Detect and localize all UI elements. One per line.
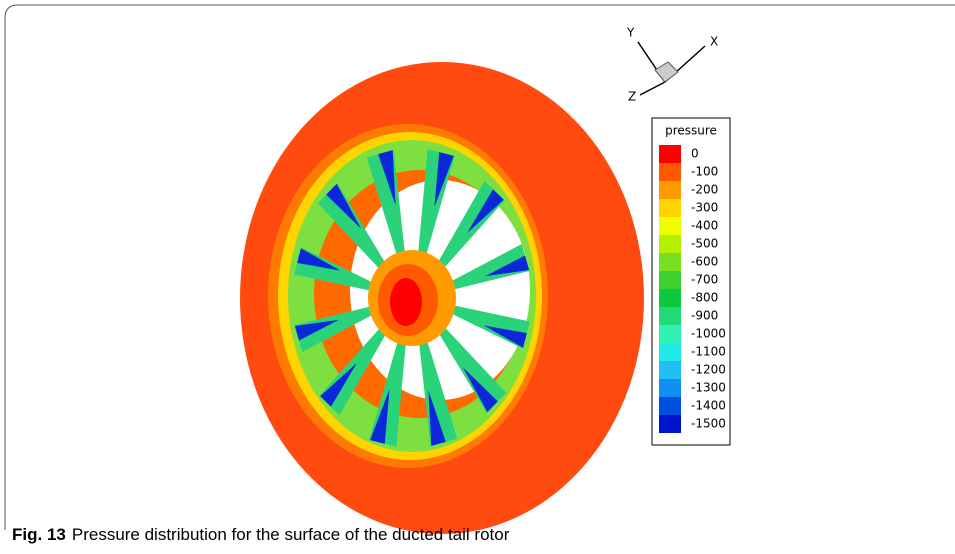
legend-label: -400 — [691, 219, 718, 233]
legend-label: -1500 — [691, 417, 726, 431]
legend-swatch — [659, 145, 681, 163]
legend-swatch — [659, 217, 681, 235]
legend-swatch — [659, 379, 681, 397]
triad-axis — [640, 82, 665, 95]
legend-label: -1300 — [691, 381, 726, 395]
axis-triad — [638, 42, 705, 95]
legend-title: pressure — [665, 124, 717, 138]
legend-swatch — [659, 361, 681, 379]
legend-label: -300 — [691, 201, 718, 215]
legend-label: -1400 — [691, 399, 726, 413]
legend-swatch — [659, 199, 681, 217]
caption-text: Pressure distribution for the surface of… — [72, 525, 510, 544]
legend-swatch — [659, 325, 681, 343]
legend-swatch — [659, 235, 681, 253]
legend-swatch — [659, 181, 681, 199]
hub — [390, 278, 422, 326]
legend-label: 0 — [691, 147, 699, 161]
legend-label: -1000 — [691, 327, 726, 341]
legend-swatch — [659, 271, 681, 289]
figure: Y X Z pressure 0 -100 -200 -300 -400 -500 -600… — [0, 0, 955, 550]
legend-label: -600 — [691, 255, 718, 269]
caption: Fig. 13 Pressure distribution for the sur… — [12, 525, 510, 544]
legend-label: -100 — [691, 165, 718, 179]
triad-label: Y — [626, 26, 635, 40]
legend-label: -900 — [691, 309, 718, 323]
legend-swatch — [659, 343, 681, 361]
legend-swatch — [659, 289, 681, 307]
legend-swatch — [659, 253, 681, 271]
triad-cube — [655, 62, 678, 82]
triad-label: Z — [628, 90, 636, 104]
legend-swatch — [659, 397, 681, 415]
legend-swatch — [659, 307, 681, 325]
legend-label: -200 — [691, 183, 718, 197]
page: Y X Z pressure 0 -100 -200 -300 -400 -500 -600… — [0, 0, 955, 550]
legend-label: -1100 — [691, 345, 726, 359]
legend-swatch — [659, 163, 681, 181]
legend-swatch — [659, 415, 681, 433]
caption-label: Fig. 13 — [12, 525, 66, 544]
rotor-render — [240, 62, 644, 534]
legend-label: -1200 — [691, 363, 726, 377]
legend-label: -500 — [691, 237, 718, 251]
legend-label: -700 — [691, 273, 718, 287]
legend-label: -800 — [691, 291, 718, 305]
triad-label: X — [710, 35, 718, 49]
